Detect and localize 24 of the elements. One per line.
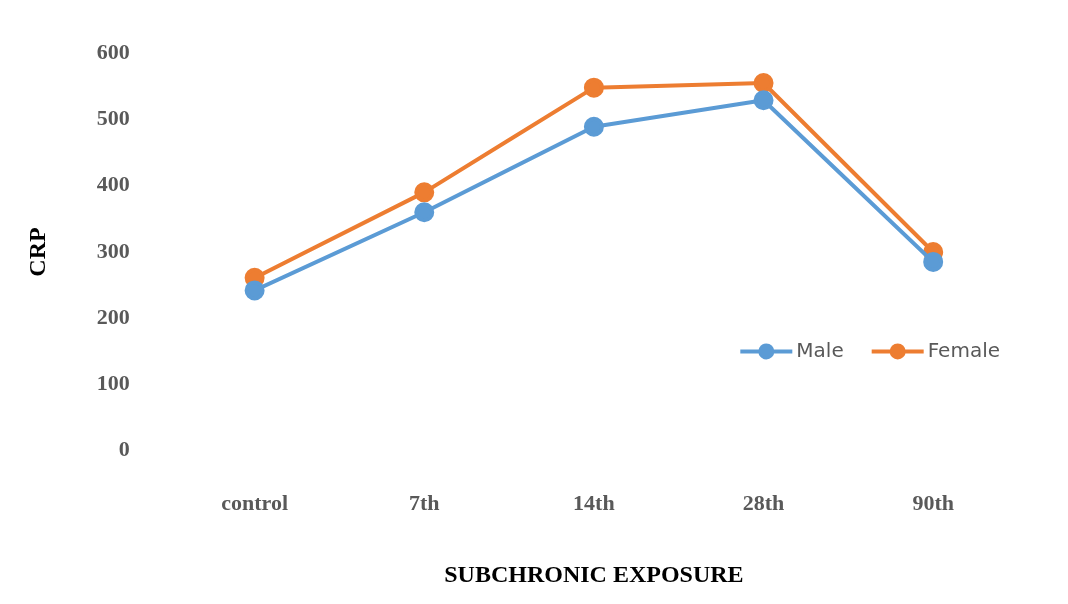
y-tick-label: 0	[118, 436, 130, 462]
y-axis-title: CRP	[23, 227, 50, 277]
x-tick-label: control	[221, 489, 289, 515]
point	[244, 280, 265, 301]
y-tick-label: 300	[96, 237, 130, 263]
point	[414, 202, 435, 223]
x-tick-label: 28th	[742, 489, 785, 515]
x-tick-label: 7th	[408, 489, 440, 515]
legend-label: Male	[796, 337, 844, 362]
point	[583, 77, 604, 98]
point	[923, 251, 944, 272]
point	[583, 116, 604, 137]
y-tick-label: 500	[96, 105, 130, 131]
point	[753, 73, 774, 94]
legend-label: Female	[927, 337, 1001, 362]
point	[414, 182, 435, 203]
y-tick-label: 400	[96, 171, 130, 197]
x-axis-title: SUBCHRONIC EXPOSURE	[444, 560, 744, 587]
y-tick-label: 600	[96, 38, 130, 64]
y-tick-label: 100	[96, 370, 130, 396]
x-tick-label: 14th	[573, 489, 615, 515]
point	[753, 90, 774, 111]
x-tick-label: 90th	[912, 489, 954, 515]
y-tick-label: 200	[96, 303, 130, 329]
